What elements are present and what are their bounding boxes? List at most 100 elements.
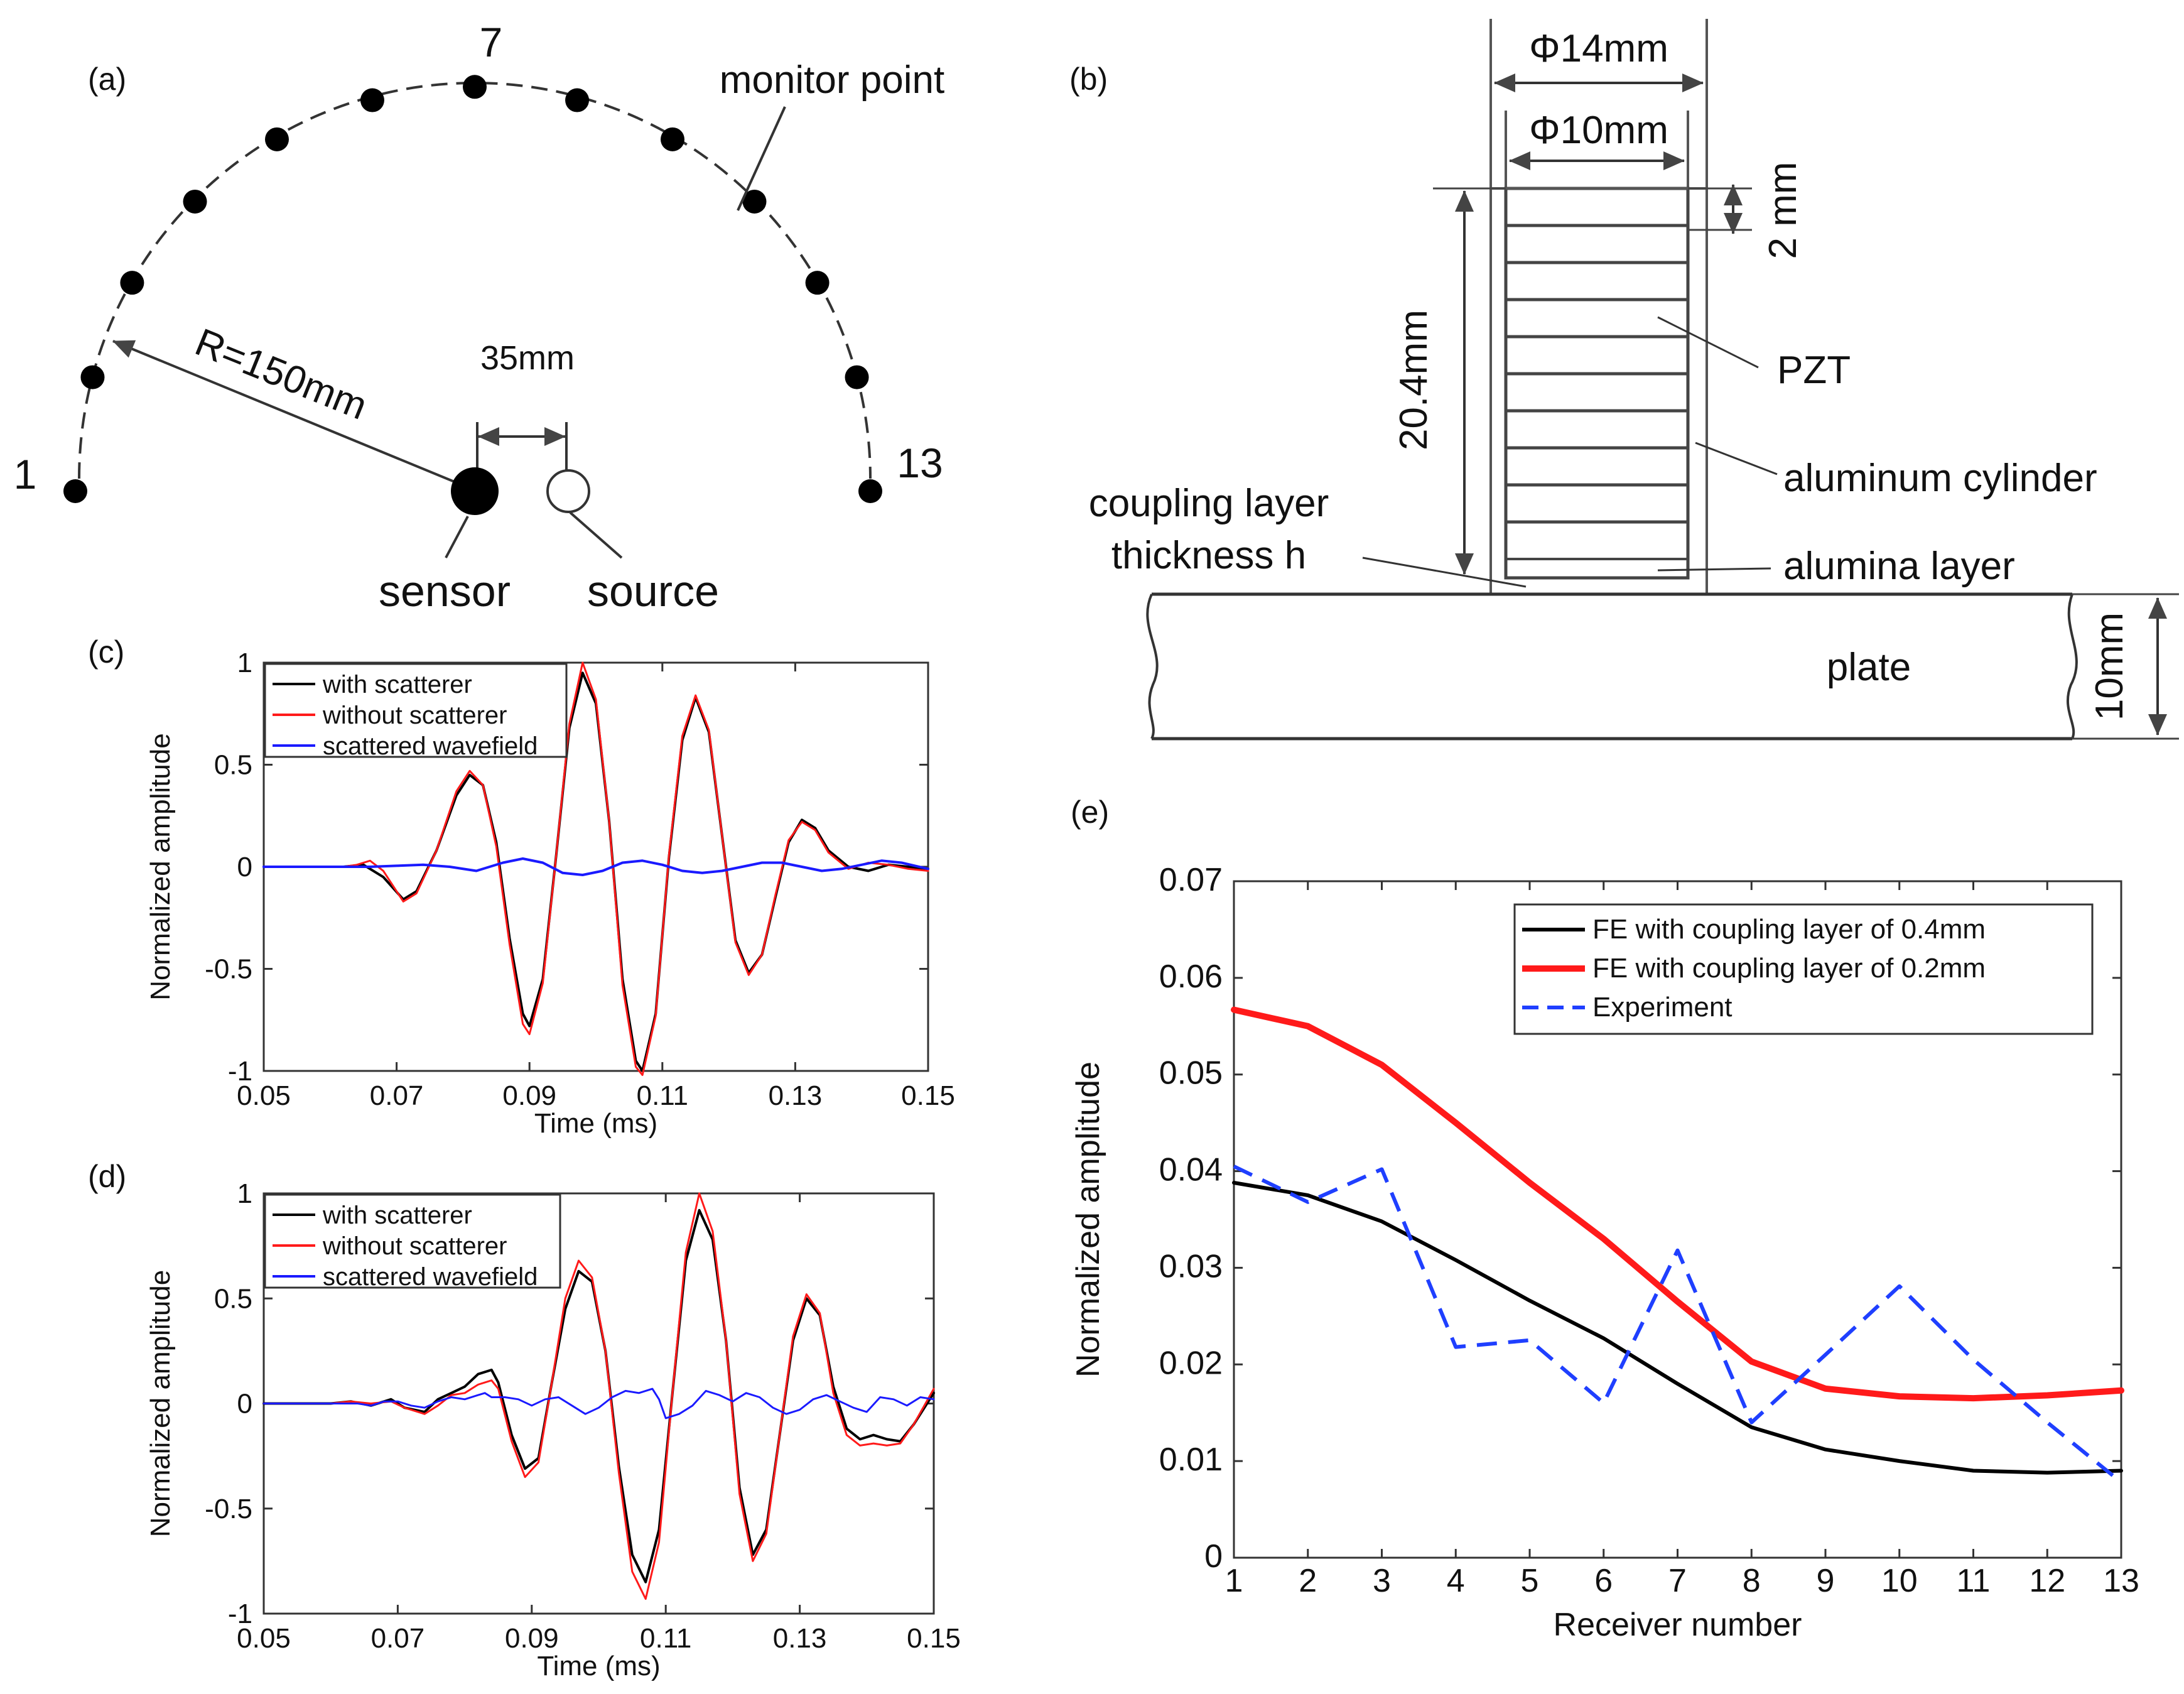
chart-e-lines [1231,1006,2124,1484]
pzt-leader [1657,316,1759,369]
x-tick-label: 12 [2029,1563,2065,1599]
distance-label: 35mm [480,339,575,377]
chart-c-ylabel: Normalized amplitude [145,733,176,1001]
y-tick-label: -1 [228,1599,252,1629]
point-7-label: 7 [480,19,503,65]
legend-entry: with scatterer [322,671,472,698]
point-1-label: 1 [14,451,37,497]
chart-c-lines [262,661,929,1076]
radius-label: R=150mm [189,320,373,428]
legend-entry: without scatterer [322,1232,507,1260]
aluminum-cylinder [1489,187,1708,595]
y-tick-label: 0.03 [1159,1248,1223,1284]
x-tick-label: 0.07 [371,1623,425,1654]
legend-box [264,663,568,758]
chart-c: (c) 0.05 0.07 0.09 0.11 0.13 0.15-1-0.500.51 … [88,634,955,1139]
x-tick-label: 0.15 [907,1623,961,1654]
cylinder-leader [1695,442,1778,475]
y-tick-label: 0 [1204,1538,1223,1575]
y-tick-label: -0.5 [205,954,252,985]
monitor-point-8 [565,88,590,112]
arc-path [78,82,872,479]
y-tick-label: -0.5 [205,1494,252,1524]
sensor-leader [445,516,469,558]
monitor-point-12 [845,365,869,389]
panel-b-transducer-diagram: (b) Φ14mm Φ10mm 2 mm 20.4mm PZT aluminum… [1069,19,2179,741]
x-tick-label: 5 [1521,1563,1539,1599]
monitor-point-3 [120,271,144,295]
point-13-label: 13 [897,440,943,486]
pzt-stack-outline [1504,187,1690,580]
monitor-point-13 [858,479,882,503]
series-line-0 [262,671,929,1072]
outer-diameter-label: Φ14mm [1529,27,1668,70]
series-line-0 [1232,1181,2123,1475]
x-tick-label: 0.07 [370,1080,424,1111]
legend-box [1513,903,2094,1035]
x-tick-label: 0.05 [237,1080,291,1111]
y-tick-label: 0.01 [1159,1442,1223,1478]
series-line-1 [262,661,929,1076]
monitor-point-7 [463,75,487,99]
disc-thickness-label: 2 mm [1761,162,1805,259]
chart-e-ylabel: Normalized amplitude [1070,1061,1106,1377]
chart-e-xlabel: Receiver number [1554,1607,1802,1643]
series-line-2 [262,1387,935,1420]
panel-e-label: (e) [1071,795,1109,830]
monitor-point-label: monitor point [720,58,944,102]
x-tick-label: 13 [2103,1563,2139,1599]
alumina-label: alumina layer [1783,545,2015,588]
sensor-label: sensor [379,567,511,616]
monitor-point-4 [183,189,207,214]
alumina-leader [1657,567,1771,572]
x-tick-label: 0.11 [640,1623,691,1654]
x-tick-label: 0.15 [901,1080,955,1111]
x-tick-label: 7 [1668,1563,1687,1599]
monitor-point-2 [80,365,105,389]
y-tick-label: 0.02 [1159,1345,1223,1381]
x-tick-label: 11 [1957,1563,1991,1599]
x-tick-label: 0.09 [505,1623,559,1654]
x-tick-label: 3 [1373,1563,1391,1599]
panel-a-schematic: (a) 7 1 13 monitor point R=150mm 35mm se… [14,19,945,616]
coupling-label-line2: thickness h [1111,534,1306,577]
monitor-point-10 [742,189,767,214]
legend-entry: scattered wavefield [323,1263,538,1291]
x-tick-label: 8 [1743,1563,1761,1599]
chart-e: (e) 1 2 3 4 5 6 7 8 9 10 11 12 1300.010.020.030.040.… [1070,795,2139,1643]
coupling-label-line1: coupling layer [1089,482,1329,525]
monitor-point-1 [63,479,87,503]
x-tick-label: 9 [1817,1563,1835,1599]
legend-entry: with scatterer [322,1202,472,1229]
plate-thickness-label: 10mm [2088,612,2131,720]
source-leader [569,511,623,559]
source-label: source [587,567,719,616]
x-tick-label: 10 [1881,1563,1918,1599]
y-tick-label: 0.04 [1159,1152,1223,1188]
legend-entry: FE with coupling layer of 0.4mm [1592,914,1986,945]
pzt-discs [1506,224,1688,579]
legend-entry: scattered wavefield [323,732,538,760]
y-tick-label: 0.5 [214,1283,252,1314]
chart-d: (d) 0.05 0.07 0.09 0.11 0.13 0.15-1-0.500.51 … [88,1159,961,1681]
inner-diameter-label: Φ10mm [1529,109,1668,152]
y-tick-label: 0 [237,1389,252,1420]
y-tick-label: 1 [237,1178,252,1209]
pzt-label: PZT [1777,349,1851,392]
y-tick-label: 0.5 [214,750,252,781]
x-tick-label: 0.05 [237,1623,291,1654]
chart-c-xlabel: Time (ms) [534,1108,657,1139]
x-tick-label: 2 [1299,1563,1317,1599]
legend-box [264,1193,561,1289]
x-tick-label: 6 [1594,1563,1613,1599]
source-marker [546,469,590,513]
series-line-2 [1233,1165,2122,1484]
monitor-point-9 [661,127,684,151]
x-tick-label: 0.13 [773,1623,827,1654]
x-tick-label: 0.11 [637,1080,688,1111]
y-tick-label: 0.05 [1159,1055,1223,1092]
chart-d-ylabel: Normalized amplitude [145,1270,176,1538]
monitor-point-11 [805,271,830,295]
cylinder-label: aluminum cylinder [1783,457,2097,500]
y-tick-label: 0.07 [1159,862,1223,898]
